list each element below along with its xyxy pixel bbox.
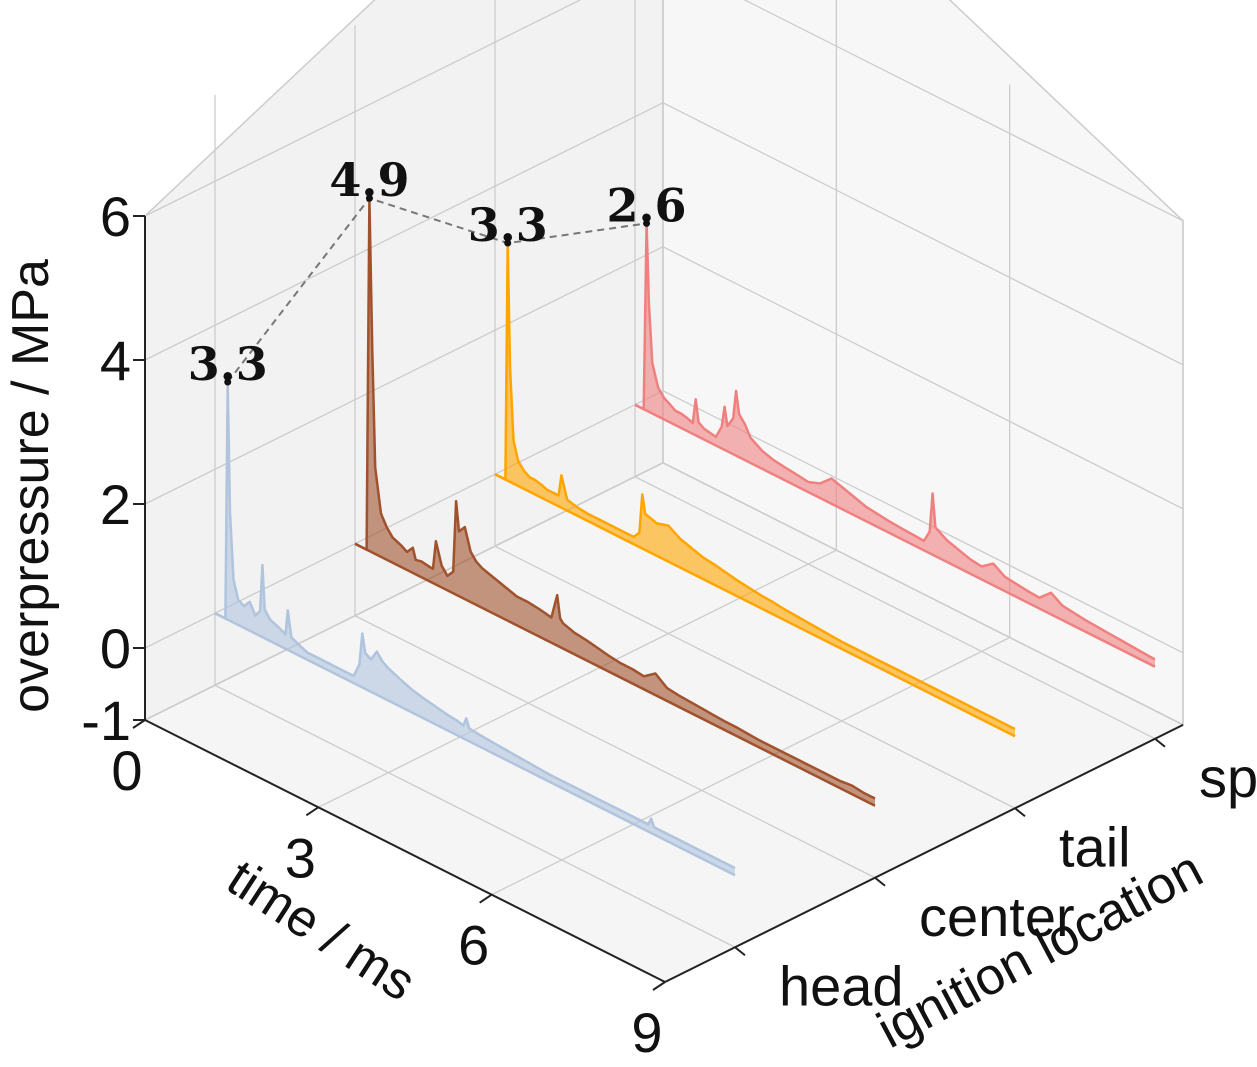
series-baseline-sphere (634, 403, 1156, 668)
grid-floor-category-line (214, 684, 736, 948)
peak-connector-line (226, 197, 647, 383)
series-line-head (214, 380, 736, 870)
peak-label-sphere: 2.6 (607, 178, 687, 232)
series-baseline-tail (494, 473, 1016, 738)
z-tick-label: 6 (100, 185, 131, 248)
x-tick-mark (652, 981, 666, 991)
series-baseline-center (354, 542, 876, 807)
x-tick-label: 9 (631, 1001, 662, 1062)
y-tick-label-tail: tail (1059, 815, 1131, 878)
series-area-sphere (635, 223, 1155, 667)
x-tick-label: 6 (458, 914, 489, 977)
series-tail (494, 241, 1016, 738)
series-group (214, 196, 1156, 877)
peak-label-tail: 3.3 (468, 198, 548, 252)
peak-label-center: 4.9 (329, 153, 409, 207)
z-tick-label: -1 (81, 689, 131, 752)
series-baseline-head (214, 612, 736, 877)
y-tick-mark (1154, 737, 1166, 748)
z-axis-label: overpressure / MPa (2, 259, 60, 713)
series-line-tail (494, 241, 1016, 731)
series-line-center (354, 196, 876, 800)
y-tick-label-head: head (779, 954, 904, 1017)
series-center (354, 196, 876, 807)
peak-marker-sphere (643, 219, 651, 227)
y-axis-line (664, 723, 1184, 983)
x-tick-mark (132, 719, 146, 729)
grid-floor-category-line (634, 476, 1156, 740)
grid-floor-category-line (494, 545, 1016, 809)
x-tick-label: 0 (111, 739, 142, 802)
x-axis-line (144, 719, 666, 983)
peak-marker-head (224, 378, 232, 386)
y-tick-mark (1014, 807, 1026, 818)
x-tick-mark (479, 893, 493, 904)
peak-marker-center (365, 194, 373, 202)
y-tick-mark (734, 946, 746, 957)
y-tick-label-center: center (919, 885, 1075, 948)
series-head (214, 380, 736, 877)
peak-annotations: 3.3 4.9 3.3 2.6 (188, 153, 687, 391)
grid-floor-category-line (354, 615, 876, 879)
y-axis-label: ignition location (868, 840, 1212, 1060)
z-tick-label: 4 (100, 329, 131, 392)
series-sphere (634, 222, 1156, 668)
z-tick-label: 0 (100, 617, 131, 680)
y-tick-mark (874, 876, 886, 887)
grid-floor-time-line (491, 636, 1010, 896)
peak-marker-tail (504, 239, 512, 247)
peak-label-head: 3.3 (188, 337, 268, 391)
series-line-sphere (634, 222, 1156, 661)
axis-panes (143, 0, 1185, 983)
x-axis-label: time / ms (217, 849, 425, 1013)
y-tick-label-sphere: sphere (1199, 746, 1257, 809)
z-tick-label: 2 (100, 473, 131, 536)
x-tick-label: 3 (285, 826, 316, 889)
x-tick-mark (305, 806, 319, 817)
